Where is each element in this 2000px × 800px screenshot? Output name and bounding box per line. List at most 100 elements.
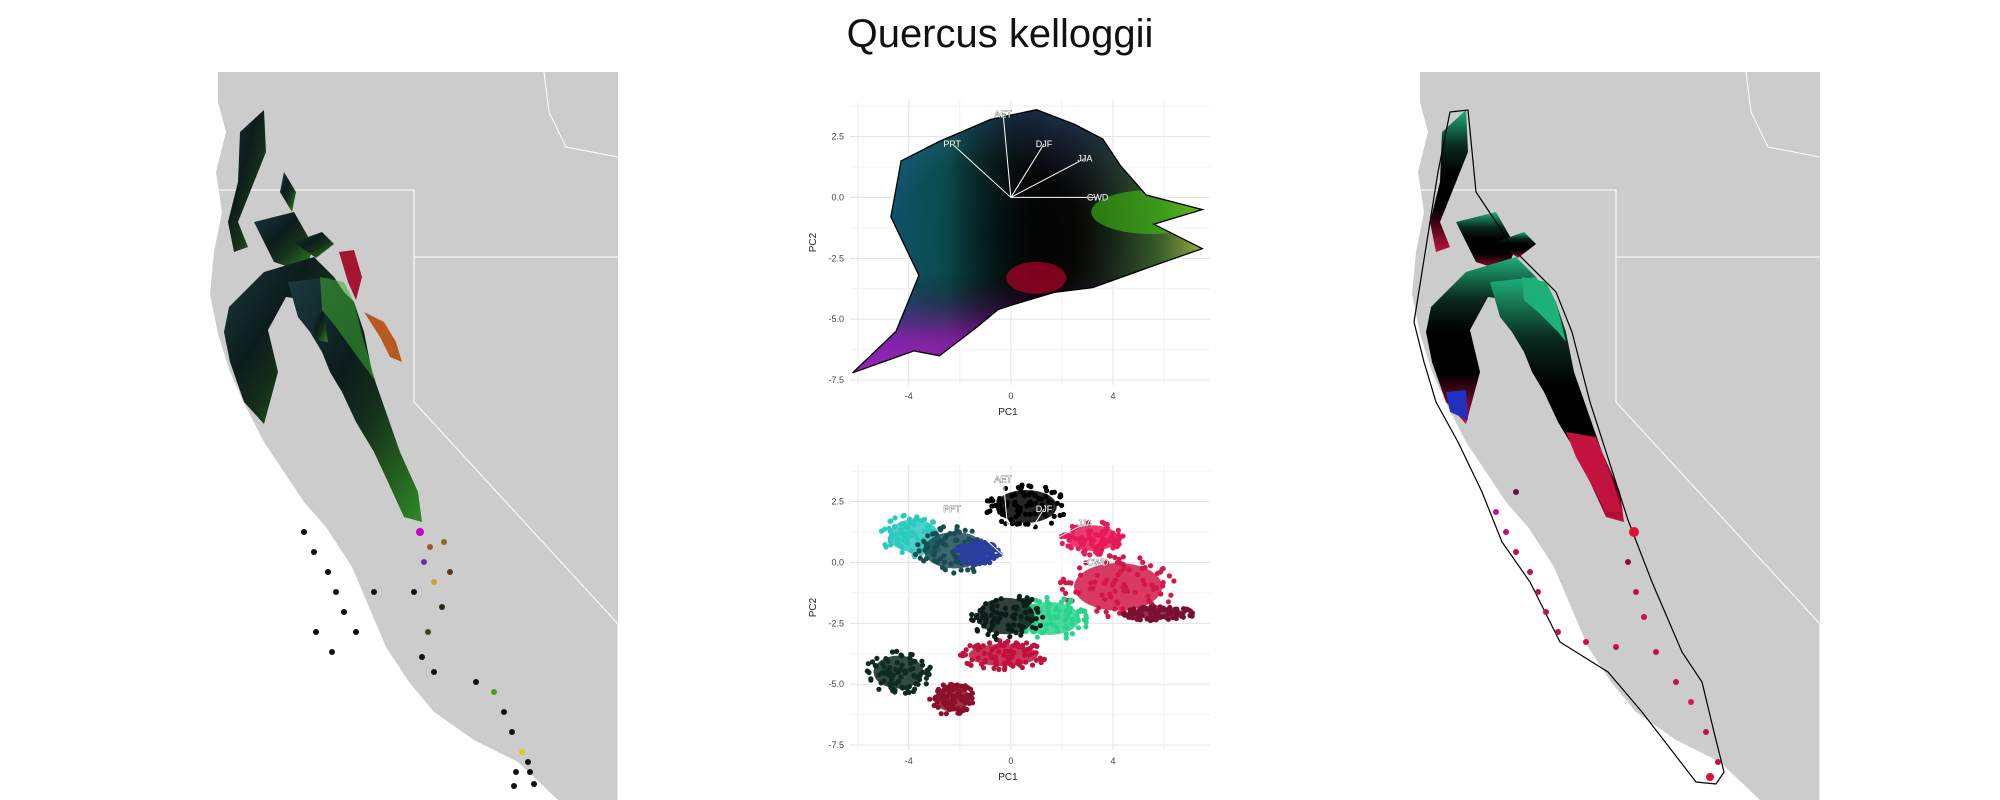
point xyxy=(1019,482,1025,488)
y-tick-label: -2.5 xyxy=(828,618,844,628)
x-tick-label: 4 xyxy=(1110,391,1115,401)
pca-clustered-chart: AET PPT DJF JJA CWD -4 0 4 2.5 0.0 -2.5 -5.0 -7.5 PC… xyxy=(808,465,1210,783)
point xyxy=(1116,536,1122,542)
point xyxy=(865,661,871,667)
point xyxy=(1005,638,1011,644)
vector-line-djf xyxy=(1010,508,1045,563)
vector-label-djf: DJF xyxy=(1036,504,1053,514)
point xyxy=(1034,605,1040,611)
point xyxy=(969,528,975,534)
point xyxy=(1063,635,1069,641)
pca1-hull xyxy=(852,109,1205,374)
point xyxy=(932,530,938,536)
y-tick-label: -2.5 xyxy=(828,253,844,263)
point xyxy=(1051,513,1057,519)
y-tick-label: 2.5 xyxy=(831,132,844,142)
point xyxy=(957,652,964,658)
cluster-11 xyxy=(1120,603,1195,624)
pca2-vectors: AET PPT DJF JJA CWD xyxy=(943,474,1109,567)
point xyxy=(1060,576,1066,582)
point xyxy=(943,711,949,717)
point xyxy=(1023,640,1030,646)
point xyxy=(886,525,892,531)
point xyxy=(951,570,957,576)
point xyxy=(970,617,976,623)
vector-line-aet xyxy=(1002,114,1012,198)
point xyxy=(1103,609,1109,615)
point xyxy=(1057,494,1063,500)
vector-label-ppt: PPT xyxy=(943,139,961,149)
cluster-0 xyxy=(984,482,1067,530)
point xyxy=(963,647,969,653)
point xyxy=(1044,595,1050,601)
y-tick-label: -7.5 xyxy=(828,740,844,750)
vector-label-djf: DJF xyxy=(1036,139,1053,149)
point xyxy=(925,533,931,539)
point xyxy=(940,682,946,688)
point xyxy=(996,666,1002,672)
point xyxy=(1044,488,1050,494)
point xyxy=(985,631,991,638)
point xyxy=(1002,664,1008,670)
point xyxy=(1131,606,1137,612)
point xyxy=(1033,616,1039,622)
point xyxy=(1031,642,1037,648)
point xyxy=(1030,662,1036,668)
point xyxy=(1165,599,1171,605)
y-tick-label: -5.0 xyxy=(828,679,844,689)
left-land xyxy=(210,72,618,800)
right-convex-hull xyxy=(1413,109,1725,785)
point xyxy=(953,547,959,554)
point xyxy=(1083,615,1090,621)
point xyxy=(1068,580,1074,586)
point xyxy=(1061,596,1067,602)
point xyxy=(916,548,922,554)
cluster-core xyxy=(1074,563,1163,611)
point xyxy=(881,526,888,532)
point xyxy=(1059,502,1065,508)
point xyxy=(974,627,980,633)
point xyxy=(1189,613,1195,619)
point xyxy=(1068,545,1074,551)
point xyxy=(909,652,915,658)
point xyxy=(1115,527,1121,533)
point xyxy=(1112,554,1118,560)
point xyxy=(978,538,984,544)
y-tick-label: 2.5 xyxy=(831,497,844,507)
cluster-core xyxy=(1132,608,1186,620)
left-range-red-fringe xyxy=(339,250,362,300)
point xyxy=(1140,559,1146,565)
point xyxy=(1085,520,1091,526)
point xyxy=(927,696,933,702)
point xyxy=(969,690,975,696)
point xyxy=(1116,556,1122,562)
point xyxy=(923,681,929,687)
y-tick-label: -7.5 xyxy=(828,375,844,385)
cluster-1 xyxy=(878,512,947,560)
x-tick-label: -4 xyxy=(905,756,913,766)
point xyxy=(1099,519,1105,525)
point xyxy=(1094,608,1100,614)
pca-continuous-chart: AET PPT DJF JJA CWD -4 0 4 2.5 0.0 -2.5 -5.0 -7.5 PC… xyxy=(808,100,1210,418)
point xyxy=(1048,520,1055,526)
right-or-border xyxy=(1745,72,1820,158)
point xyxy=(923,675,929,681)
point xyxy=(869,659,876,665)
point xyxy=(991,665,997,671)
point xyxy=(984,498,990,504)
point xyxy=(866,669,872,676)
point xyxy=(1023,628,1029,635)
cluster-8 xyxy=(957,638,1047,673)
point xyxy=(1120,554,1126,560)
point xyxy=(1185,607,1191,613)
x-tick-label: 0 xyxy=(1008,391,1013,401)
point xyxy=(1009,521,1015,527)
point xyxy=(990,498,996,504)
x-axis-label: PC1 xyxy=(998,407,1018,418)
point xyxy=(962,527,968,533)
point xyxy=(1077,608,1083,614)
right-range-map xyxy=(1412,72,1820,800)
point xyxy=(1168,592,1174,598)
point xyxy=(1016,593,1023,599)
point xyxy=(1051,489,1057,495)
